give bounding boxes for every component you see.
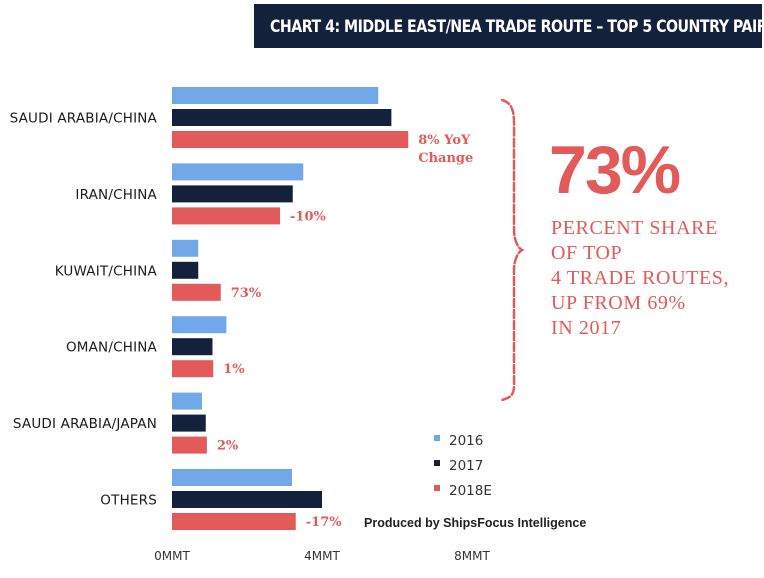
yoy-change-label: 2%: [217, 439, 239, 454]
legend-swatch: [434, 460, 440, 466]
legend-label: 2018E: [449, 483, 492, 499]
bar-2016: [172, 163, 304, 181]
bar-2017: [172, 109, 392, 126]
bar-2017: [172, 414, 206, 432]
category-label: KUWAIT/CHINA: [55, 263, 158, 279]
bar-2018e: [172, 513, 296, 530]
legend-swatch: [434, 485, 440, 491]
category-label: OMAN/CHINA: [66, 340, 158, 356]
yoy-change-label: 8% YoY Change: [418, 133, 473, 166]
chart-title-prefix: CHART 4:: [270, 16, 340, 36]
callout-number: 73%: [549, 132, 681, 208]
chart-title-bar: CHART 4: MIDDLE EAST/NEA TRADE ROUTE – T…: [254, 4, 764, 48]
bar-2016: [172, 239, 199, 257]
category-label: IRAN/CHINA: [75, 187, 157, 203]
yoy-change-label: -10%: [290, 209, 326, 224]
category-label: SAUDI ARABIA/CHINA: [10, 111, 158, 127]
legend-label: 2016: [449, 433, 483, 449]
legend-label: 2017: [449, 458, 483, 474]
bar-2016: [172, 316, 227, 334]
yoy-change-label: 73%: [231, 286, 262, 301]
yoy-change-label: -17%: [306, 515, 342, 530]
bar-2017: [172, 338, 213, 356]
bar-2018e: [172, 131, 409, 148]
yoy-change-label: 1%: [223, 362, 245, 377]
bar-2016: [172, 469, 292, 486]
bar-2018e: [172, 207, 280, 225]
bar-2017: [172, 491, 322, 508]
bar-2018e: [172, 436, 207, 454]
category-label: OTHERS: [100, 493, 157, 509]
credit-text: Produced by ShipsFocus Intelligence: [364, 516, 586, 530]
category-label: SAUDI ARABIA/JAPAN: [13, 416, 157, 432]
chart-title-text: MIDDLE EAST/NEA TRADE ROUTE – TOP 5 COUN…: [344, 16, 764, 36]
x-tick-label: 4MMT: [304, 549, 340, 563]
bar-2018e: [172, 283, 221, 301]
legend-swatch: [434, 435, 440, 441]
callout-text: PERCENT SHARE OF TOP 4 TRADE ROUTES, UP FRO…: [551, 217, 730, 339]
bar-2018e: [172, 360, 214, 378]
bar-2017: [172, 185, 293, 203]
bar-2017: [172, 261, 199, 279]
x-tick-label: 8MMT: [454, 549, 490, 563]
bar-2016: [172, 392, 202, 410]
brace-bracket: [500, 98, 525, 402]
x-tick-label: 0MMT: [154, 549, 190, 563]
bar-2016: [172, 87, 379, 104]
chart-title: CHART 4: MIDDLE EAST/NEA TRADE ROUTE – T…: [270, 17, 764, 36]
